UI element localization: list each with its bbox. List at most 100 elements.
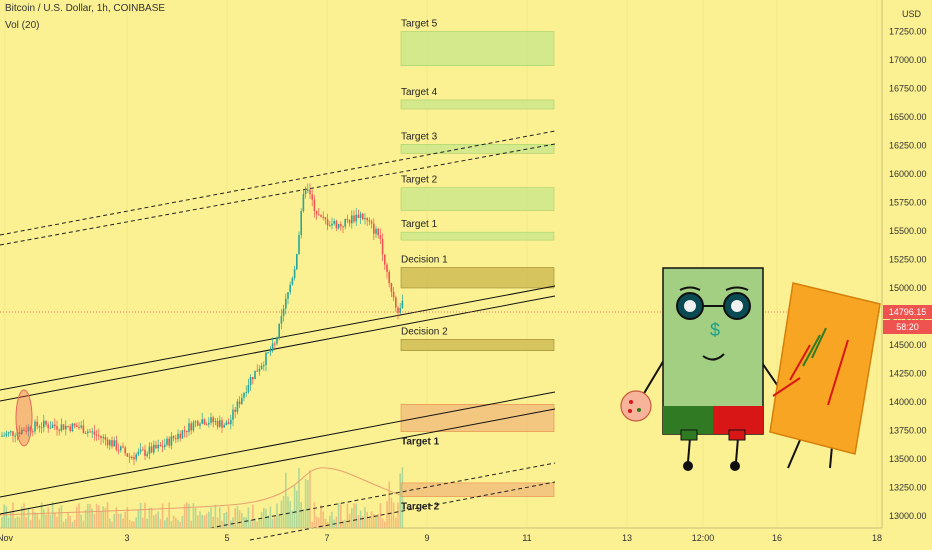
candle-body xyxy=(271,343,274,352)
price-tick-label: 13250.00 xyxy=(889,483,927,493)
volume-bar xyxy=(364,507,366,528)
candle-body xyxy=(150,446,153,453)
candle-body xyxy=(214,421,217,423)
volume-bar xyxy=(212,516,214,528)
candle-body xyxy=(351,215,353,224)
channel-line-upper xyxy=(0,285,556,391)
volume-bar xyxy=(5,506,8,528)
zone-box xyxy=(400,267,555,289)
candle-body xyxy=(192,422,195,431)
volume-bar xyxy=(155,514,157,528)
candle-body xyxy=(256,370,258,372)
zones: Target 5 Target 4 Target 3 Target 2 Target 1… xyxy=(400,19,555,513)
volume-bar xyxy=(256,521,258,528)
volume-bar xyxy=(58,508,60,528)
volume-bar xyxy=(40,502,43,528)
volume-bar xyxy=(291,510,294,528)
time-tick-label: 5 xyxy=(224,533,229,543)
volume-bar xyxy=(366,511,368,528)
price-tick-label: 15250.00 xyxy=(889,255,927,265)
volume-bar xyxy=(172,515,175,528)
candle-body xyxy=(342,226,344,228)
price-tick-label: 15750.00 xyxy=(889,198,927,208)
volume-bar xyxy=(10,512,12,528)
price-tick-label: 15500.00 xyxy=(889,226,927,236)
candle-body xyxy=(221,420,223,428)
volume-bar xyxy=(337,503,340,528)
volume-bar xyxy=(311,521,313,528)
easel-board-illustration xyxy=(769,282,881,469)
volume-bar xyxy=(241,513,243,528)
volume-bar xyxy=(342,520,344,528)
candle-body xyxy=(318,214,320,216)
candle-body xyxy=(280,316,283,324)
channel-line-dashed-lower xyxy=(0,143,556,246)
candle-body xyxy=(298,235,300,255)
candle-body xyxy=(216,421,219,427)
candle-body xyxy=(148,446,151,454)
candle-body xyxy=(10,431,12,433)
price-tick-label: 15000.00 xyxy=(889,283,927,293)
candle-body xyxy=(170,436,173,446)
volume-bar xyxy=(16,516,19,528)
zone-label: Target 1 xyxy=(401,219,438,230)
volume-bar xyxy=(139,503,142,528)
candle-body xyxy=(27,427,30,432)
volume-bar xyxy=(208,511,210,528)
time-tick-label: 11 xyxy=(522,533,531,543)
candle-body xyxy=(65,425,67,430)
candle-body xyxy=(340,223,342,227)
volume-bar xyxy=(54,512,56,528)
candle-body xyxy=(40,427,43,429)
candle-body xyxy=(230,419,232,425)
volume-bar xyxy=(43,509,45,528)
candle-body xyxy=(172,436,175,439)
volume-bar xyxy=(175,517,177,528)
zone-label: Target 2 xyxy=(401,502,440,513)
candle-body xyxy=(219,420,221,427)
candle-body xyxy=(100,435,102,439)
candle-body xyxy=(276,338,278,344)
candle-body xyxy=(326,219,329,226)
candle-body xyxy=(111,440,113,447)
candle-body xyxy=(210,417,212,423)
volume-bar xyxy=(384,521,386,528)
candle-body xyxy=(370,221,373,224)
candle-body xyxy=(302,193,305,212)
candle-body xyxy=(234,409,236,412)
candle-body xyxy=(93,431,96,435)
volume-bar xyxy=(278,515,280,528)
currency-label: USD xyxy=(902,9,922,19)
candle-body xyxy=(368,220,371,222)
candle-body xyxy=(5,433,8,436)
volume-bar xyxy=(225,512,228,528)
candle-body xyxy=(397,307,399,313)
volume-bar xyxy=(247,507,250,528)
volume-bar xyxy=(76,506,78,528)
volume-bar xyxy=(263,508,265,528)
candle-body xyxy=(320,215,322,217)
volume-bar xyxy=(161,503,164,528)
volume-bar xyxy=(126,507,129,528)
zone-box xyxy=(400,482,555,497)
volume-bar xyxy=(313,502,316,528)
candle-body xyxy=(164,444,166,448)
volume-bar xyxy=(71,521,74,528)
volume-bar xyxy=(353,503,355,528)
time-tick-label: 9 xyxy=(424,533,429,543)
zone-box xyxy=(400,231,555,241)
candle-body xyxy=(91,431,93,433)
candle-body xyxy=(175,438,177,440)
candle-body xyxy=(362,213,364,220)
candle-body xyxy=(243,392,245,398)
candle-body xyxy=(113,440,115,447)
candle-body xyxy=(106,439,109,446)
volume-bar xyxy=(368,518,371,528)
zone-box xyxy=(400,144,555,154)
candle-body xyxy=(388,271,390,284)
volume-bar xyxy=(302,509,305,528)
volume-bar xyxy=(298,467,300,528)
candle-body xyxy=(102,436,104,439)
volume-bar xyxy=(397,502,399,528)
